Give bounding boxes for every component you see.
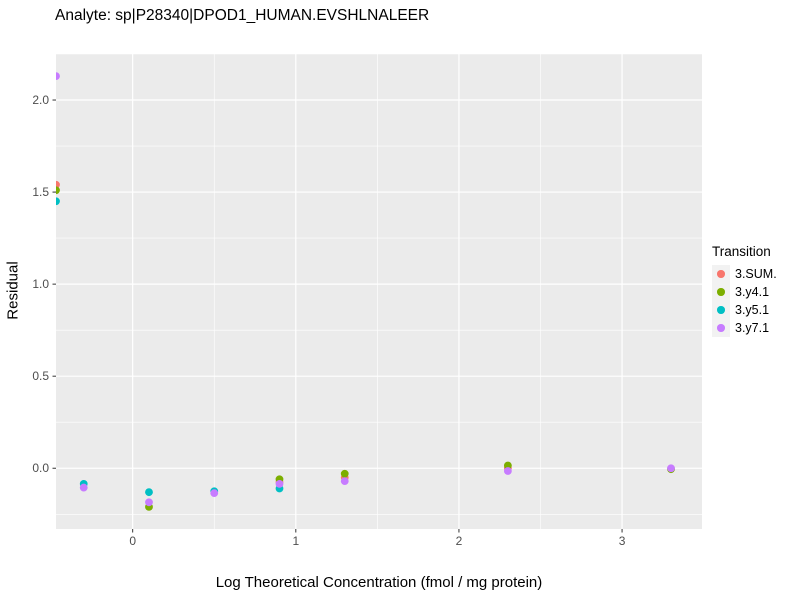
legend-point-icon — [717, 324, 725, 332]
legend-entry: 3.y4.1 — [712, 283, 777, 301]
y-tick-label: 0.0 — [32, 461, 49, 475]
data-point-3.y4.1 — [340, 469, 349, 478]
data-point-3.y7.1 — [56, 72, 60, 80]
data-point-3.y7.1 — [79, 483, 88, 492]
legend-point-icon — [717, 306, 725, 314]
data-point-3.y7.1 — [667, 464, 675, 473]
x-axis-title: Log Theoretical Concentration (fmol / mg… — [215, 574, 543, 591]
legend-key — [712, 265, 730, 283]
legend-label: 3.y5.1 — [735, 303, 770, 317]
legend-entry: 3.y5.1 — [712, 301, 777, 319]
legend-key — [712, 319, 730, 337]
y-tick-label: 0.5 — [32, 369, 49, 383]
data-points-layer — [56, 72, 675, 511]
y-tick-label: 1.5 — [32, 185, 49, 199]
x-tick-label: 0 — [129, 534, 136, 548]
legend-entries: 3.SUM. 3.y4.1 3.y5.1 3.y7.1 — [712, 265, 777, 337]
plot-title: Analyte: sp|P28340|DPOD1_HUMAN.EVSHLNALE… — [55, 7, 430, 24]
data-point-3.y5.1 — [56, 197, 60, 206]
data-point-3.y5.1 — [145, 488, 153, 497]
y-axis-title: Residual — [4, 261, 22, 320]
legend-key — [712, 301, 730, 319]
plot-panel — [56, 54, 702, 529]
legend-key — [712, 283, 730, 301]
y-tick-label: 1.0 — [32, 277, 49, 291]
y-tick-label: 2.0 — [32, 93, 49, 107]
legend-entry: 3.SUM. — [712, 265, 777, 283]
data-point-3.y7.1 — [275, 479, 284, 488]
legend-label: 3.SUM. — [735, 267, 777, 281]
legend-label: 3.y7.1 — [735, 321, 770, 335]
data-point-3.y4.1 — [56, 186, 60, 195]
legend-entry: 3.y7.1 — [712, 319, 777, 337]
legend-point-icon — [717, 270, 725, 278]
data-point-3.y7.1 — [340, 477, 349, 486]
x-tick-label: 3 — [619, 534, 626, 548]
x-tick-label: 1 — [292, 534, 299, 548]
x-tick-label: 2 — [456, 534, 463, 548]
legend: Transition 3.SUM. 3.y4.1 3.y5.1 3.y7.1 — [712, 244, 777, 337]
legend-point-icon — [717, 288, 725, 296]
data-point-3.y7.1 — [145, 498, 153, 507]
data-point-3.y7.1 — [210, 489, 219, 497]
legend-title: Transition — [712, 244, 771, 259]
data-point-3.y7.1 — [503, 467, 512, 475]
legend-label: 3.y4.1 — [735, 285, 770, 299]
data-point-3.y4.1 — [503, 461, 512, 470]
